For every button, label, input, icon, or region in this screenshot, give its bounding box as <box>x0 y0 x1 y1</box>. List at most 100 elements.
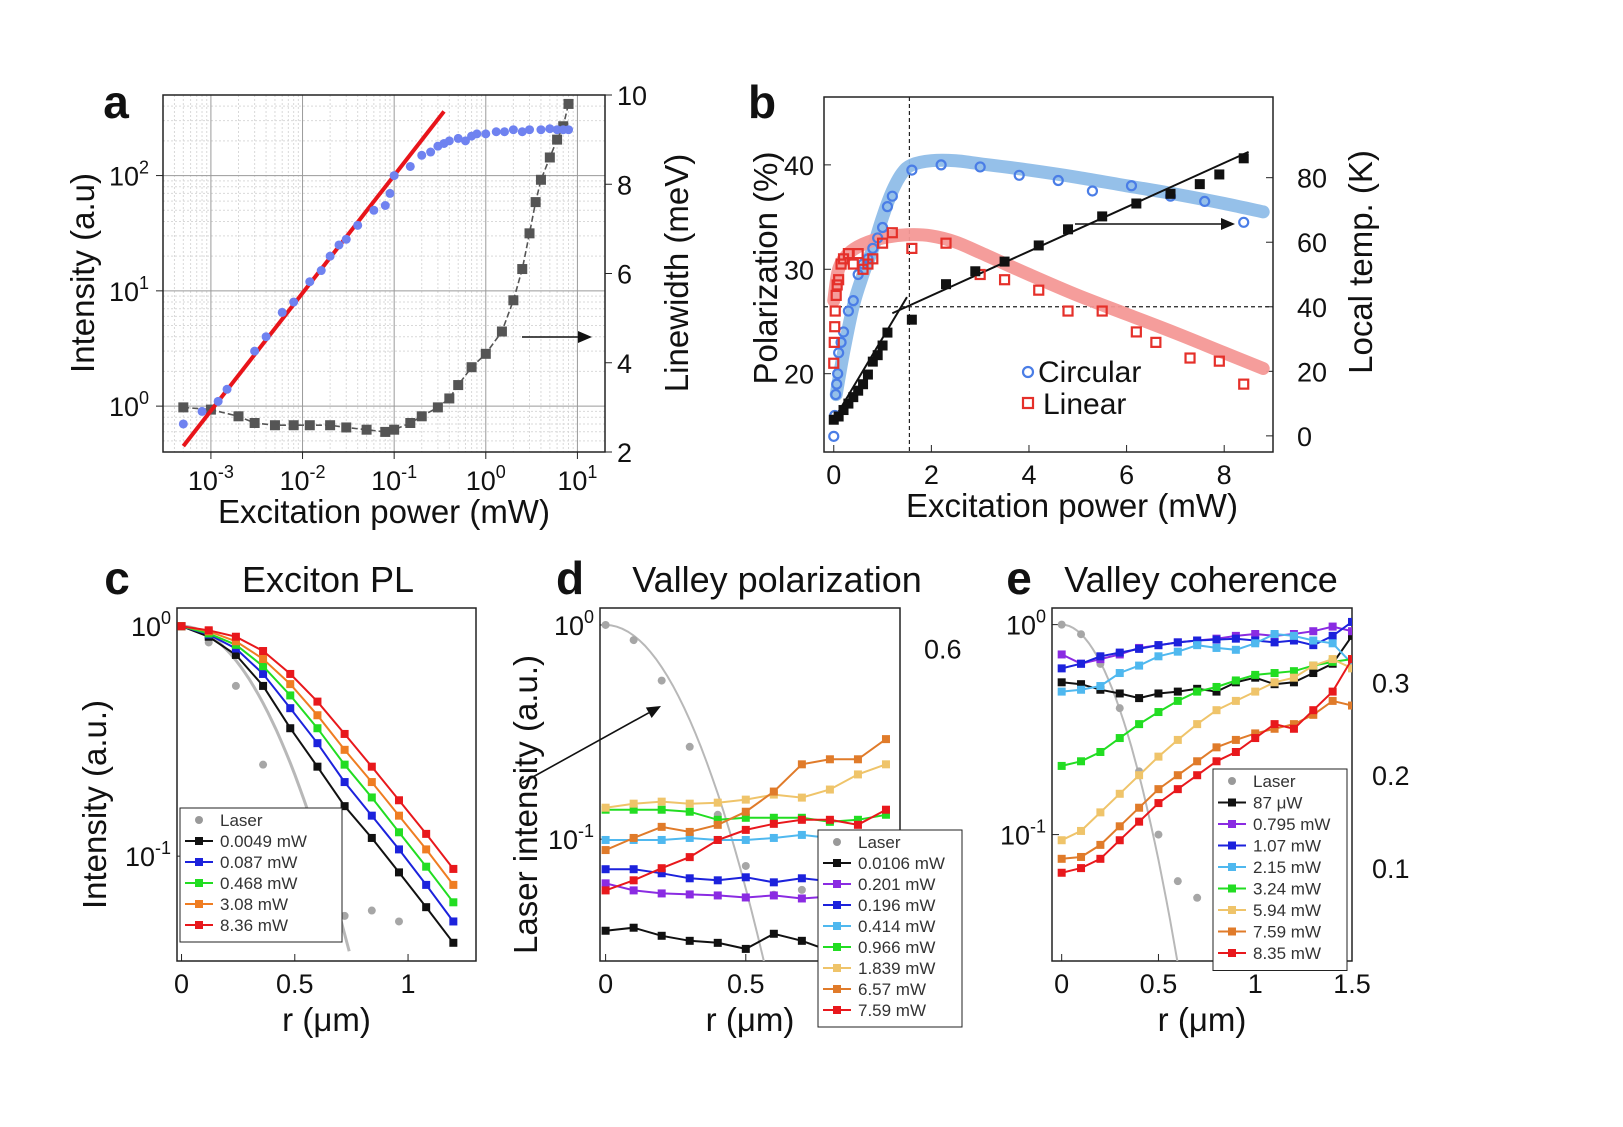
data-point <box>1212 706 1221 715</box>
x-tick-label-exp: -1 <box>401 462 417 482</box>
legend-marker <box>833 964 841 972</box>
panel-label-d: d <box>556 552 584 604</box>
data-point <box>1135 771 1144 780</box>
series-8 <box>1057 655 1352 877</box>
data-point <box>797 760 806 769</box>
data-point <box>1057 854 1066 863</box>
y-tick-label-exp: 0 <box>584 607 594 627</box>
data-point <box>629 865 638 874</box>
y-tick-label-base: 10 <box>548 825 578 855</box>
y-tick-label-exp: 0 <box>161 608 171 628</box>
linewidth-point <box>304 420 315 431</box>
linewidth-point <box>249 417 260 428</box>
data-point <box>1086 185 1099 197</box>
legend-label-circular: Circular <box>1038 356 1141 389</box>
data-point <box>906 242 918 254</box>
x-tick-label: 0.5 <box>727 969 765 999</box>
data-point <box>286 704 295 713</box>
legend-label: 3.24 mW <box>1253 880 1321 899</box>
legend-label: 8.36 mW <box>220 916 288 935</box>
laser-point <box>601 620 610 629</box>
data-point <box>657 805 666 814</box>
data-point <box>685 890 694 899</box>
data-point <box>286 669 295 678</box>
data-point <box>1115 836 1124 845</box>
data-point <box>1165 188 1176 199</box>
legend-marker <box>833 922 841 930</box>
laser-point <box>1077 630 1086 639</box>
x-tick-label-base: 10 <box>188 466 218 496</box>
data-point <box>797 936 806 945</box>
data-point <box>286 680 295 689</box>
legend-marker <box>833 943 841 951</box>
data-point <box>394 845 403 854</box>
laser-point <box>394 917 403 926</box>
data-point <box>833 274 845 286</box>
data-point <box>1251 670 1260 679</box>
legend-label: 2.15 mW <box>1253 858 1321 877</box>
data-point <box>422 862 431 871</box>
data-point <box>449 864 458 873</box>
linewidth-point <box>544 152 555 163</box>
linewidth-point <box>288 420 299 431</box>
data-point <box>340 802 349 811</box>
legend-marker <box>1228 841 1236 850</box>
data-point <box>797 874 806 883</box>
intensity-point <box>453 133 463 143</box>
data-point <box>657 797 666 806</box>
data-point <box>1309 710 1318 719</box>
data-point <box>853 755 862 764</box>
data-point <box>1309 627 1318 636</box>
data-point <box>1130 326 1142 338</box>
intensity-point <box>369 205 379 215</box>
data-point <box>769 833 778 842</box>
data-point <box>853 770 862 779</box>
y-axis-label: Laser intensity (a.u.) <box>507 655 544 954</box>
plot-area <box>177 622 458 952</box>
data-point <box>1077 757 1086 766</box>
data-point <box>340 729 349 738</box>
data-point <box>847 295 859 307</box>
data-point <box>1212 643 1221 652</box>
y-tick-label-exp: 1 <box>139 273 149 293</box>
series-5 <box>177 622 458 873</box>
y2-tick-label: 0.1 <box>1372 854 1410 884</box>
data-point <box>313 724 322 733</box>
series-linear <box>828 227 1250 390</box>
data-point <box>1289 678 1298 687</box>
data-point <box>797 894 806 903</box>
data-point <box>422 903 431 912</box>
data-point <box>1057 761 1066 770</box>
data-point <box>685 833 694 842</box>
legend-label: Laser <box>858 833 901 852</box>
data-point <box>886 227 898 239</box>
legend-e: Laser 87 μW 0.795 mW 1.07 mW 2.15 mW 3.24 mW 5… <box>1212 768 1348 971</box>
smooth-fit-band <box>827 228 1270 375</box>
data-point <box>1173 735 1182 744</box>
legend-label: 0.201 mW <box>858 875 935 894</box>
intensity-point <box>389 171 399 181</box>
data-point <box>831 378 843 390</box>
y-tick-label-base: 10 <box>554 611 584 641</box>
data-point <box>601 865 610 874</box>
data-point <box>828 336 840 348</box>
data-point <box>1135 720 1144 729</box>
plot-frame <box>176 607 477 962</box>
annotation-arrow-d-head <box>645 706 661 719</box>
data-point <box>1173 638 1182 647</box>
x-axis-label: r (μm) <box>1158 1001 1247 1038</box>
data-point <box>601 835 610 844</box>
data-point <box>1062 305 1074 317</box>
y2-tick-label: 10 <box>617 81 647 111</box>
data-point <box>657 835 666 844</box>
y2-tick-label: 0.3 <box>1372 668 1410 698</box>
panel-title-d: Valley polarization <box>632 559 922 600</box>
intensity-point <box>385 188 395 198</box>
x-axis-label: r (μm) <box>282 1001 371 1038</box>
data-point <box>1096 747 1105 756</box>
data-point <box>1270 669 1279 678</box>
y-tick-label-base: 10 <box>109 392 139 422</box>
data-point <box>1135 817 1144 826</box>
legend-label: 0.966 mW <box>858 938 935 957</box>
series-line <box>1061 625 1352 665</box>
